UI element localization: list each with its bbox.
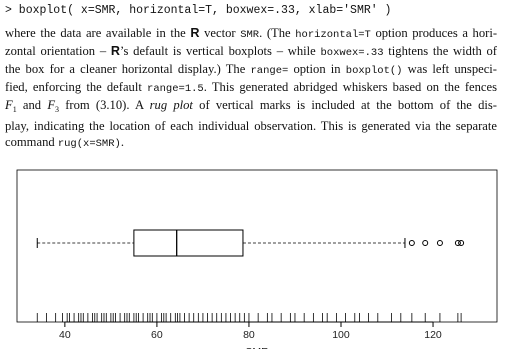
code-line: > boxplot( x=SMR, horizontal=T, boxwex=.… [5, 4, 392, 17]
text-line: where the data are available in the R ve… [5, 25, 497, 43]
text-segment: . (The [259, 26, 296, 40]
text-line: play, indicating the location of each in… [5, 118, 497, 134]
text-segment: F [5, 98, 13, 112]
x-tick-label: 80 [243, 329, 255, 341]
text-line: fied, enforcing the default range=1.5. T… [5, 79, 497, 97]
text-segment: R [190, 26, 200, 40]
text-segment: 3 [55, 105, 60, 114]
text-segment: . [120, 135, 124, 149]
text-line: the box for a cleaner horizontal display… [5, 61, 497, 79]
text-segment: range= [250, 65, 289, 77]
text-segment: rug(x=SMR) [57, 138, 121, 150]
outlier [458, 240, 465, 246]
outlier [436, 240, 443, 246]
outlier [408, 240, 415, 246]
text-segment: SMR [240, 29, 260, 41]
text-segment: option in [288, 62, 346, 76]
text-segment: boxplot() [345, 65, 403, 77]
text-segment: ’s default is vertical boxplots – while [120, 44, 321, 58]
text-segment: of vertical marks is included at the bot… [192, 98, 497, 112]
text-segment: range=1.5 [147, 83, 204, 95]
x-tick-label: 60 [151, 329, 163, 341]
outlier [454, 240, 461, 246]
plot-frame [16, 169, 498, 323]
text-segment: horizontal=T [295, 29, 371, 41]
text-segment: R [110, 44, 121, 58]
text-segment: rug plot [149, 98, 193, 112]
text-segment: command [5, 135, 58, 149]
text-segment: F [47, 98, 56, 112]
text-segment: from (3.10). A [59, 98, 150, 112]
text-segment: and [16, 98, 48, 112]
text-segment: was left unspeci- [402, 62, 497, 76]
paragraph: where the data are available in the R ve… [5, 25, 497, 152]
x-tick-label: 100 [332, 329, 350, 341]
text-segment: fied, enforcing the default [5, 80, 148, 94]
text-segment: vector [199, 26, 241, 40]
text-line: zontal orientation – R’s default is vert… [5, 43, 497, 61]
text-segment: boxwex=.33 [320, 47, 384, 59]
text-segment: the box for a cleaner horizontal display… [5, 62, 251, 76]
text-segment: . This generated abridged whiskers based… [203, 80, 497, 94]
text-line: command rug(x=SMR). [5, 134, 497, 152]
text-line: F1 and F3 from (3.10). A rug plot of ver… [5, 97, 497, 118]
x-axis-label: SMR [245, 346, 269, 349]
text-segment: option produces a hori- [370, 26, 498, 40]
text-segment: 1 [12, 105, 17, 114]
x-tick-label: 120 [424, 329, 442, 341]
text-segment: where the data are available in the [5, 26, 191, 40]
outlier [422, 240, 429, 246]
text-segment: zontal orientation – [5, 44, 111, 58]
box [133, 229, 244, 257]
text-segment: play, indicating the location of each in… [5, 119, 497, 133]
text-segment: tightens the width of [383, 44, 497, 58]
x-tick-label: 40 [59, 329, 71, 341]
